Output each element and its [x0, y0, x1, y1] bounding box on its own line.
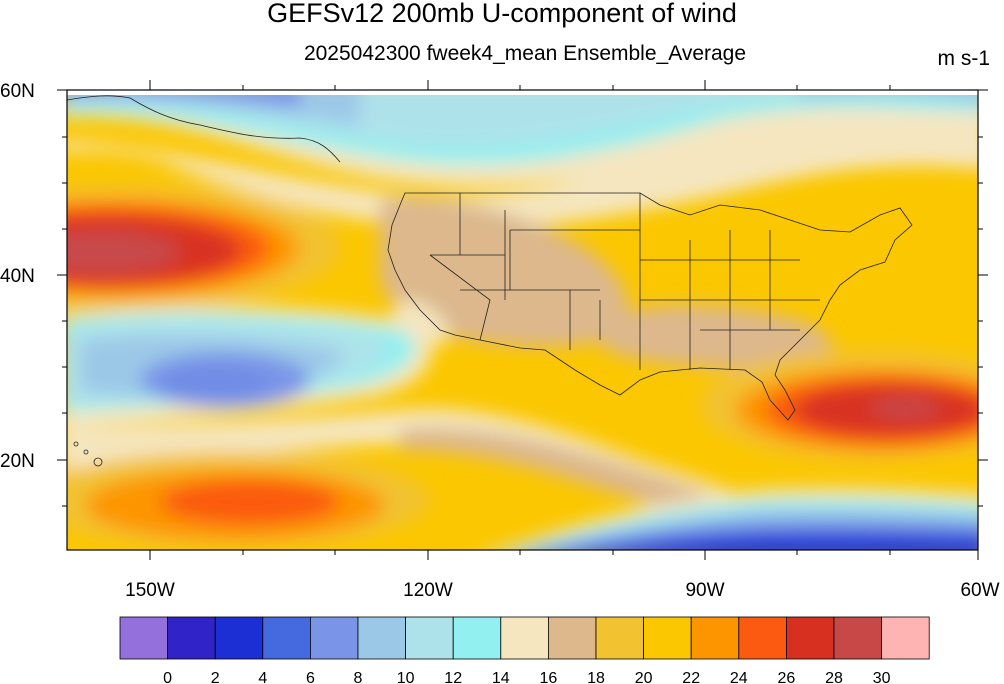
colorbar-label: 0: [163, 670, 172, 684]
colorbar-label: 26: [778, 670, 796, 684]
colorbar-swatch: [548, 616, 597, 660]
lat-label: 20N: [0, 451, 35, 472]
lon-label: 120W: [403, 580, 453, 601]
colorbar-swatch: [262, 616, 311, 660]
lon-label: 60W: [960, 580, 999, 601]
colorbar: 0 2 4 6 8 10 12 14 16 18 20 22 24 26 28 30: [119, 616, 930, 684]
colorbar-label: 18: [587, 670, 605, 684]
colorbar-swatch: [595, 616, 644, 660]
lon-label: 150W: [125, 580, 175, 601]
units-label: m s-1: [937, 47, 991, 70]
colorbar-label: 22: [682, 670, 700, 684]
colorbar-label: 20: [635, 670, 653, 684]
colorbar-label: 28: [825, 670, 843, 684]
colorbar-swatch: [452, 616, 502, 660]
hawaii-outline: [73, 441, 103, 467]
colorbar-swatch: [309, 616, 359, 660]
colorbar-swatch: [690, 616, 740, 660]
colorbar-swatch: [167, 616, 216, 660]
colorbar-swatch: [214, 616, 264, 660]
colorbar-label: 2: [211, 670, 220, 684]
colorbar-swatch: [119, 616, 168, 660]
colorbar-swatch: [500, 616, 549, 660]
lat-label: 40N: [0, 266, 35, 287]
colorbar-label: 12: [444, 670, 462, 684]
map-subtitle: 2025042300 fweek4_mean Ensemble_Average: [303, 42, 747, 65]
map-title: GEFSv12 200mb U-component of wind: [267, 0, 737, 28]
colorbar-label: 6: [306, 670, 315, 684]
lat-label: 60N: [0, 81, 35, 102]
colorbar-label: 30: [873, 670, 891, 684]
colorbar-label: 8: [354, 670, 363, 684]
colorbar-label: 4: [258, 670, 267, 684]
colorbar-swatch: [643, 616, 692, 660]
wind-contour-field: [67, 95, 978, 550]
colorbar-swatch: [405, 616, 454, 660]
axis-ticks: [57, 80, 988, 560]
colorbar-swatch: [881, 616, 930, 660]
colorbar-swatch: [833, 616, 882, 660]
colorbar-swatch: [786, 616, 835, 660]
colorbar-label: 16: [540, 670, 558, 684]
colorbar-swatch: [357, 616, 406, 660]
colorbar-label: 24: [730, 670, 748, 684]
colorbar-label: 10: [397, 670, 415, 684]
colorbar-label: 14: [492, 670, 510, 684]
lon-label: 90W: [685, 580, 724, 601]
us-boundaries: [387, 192, 913, 421]
colorbar-swatch: [738, 616, 787, 660]
